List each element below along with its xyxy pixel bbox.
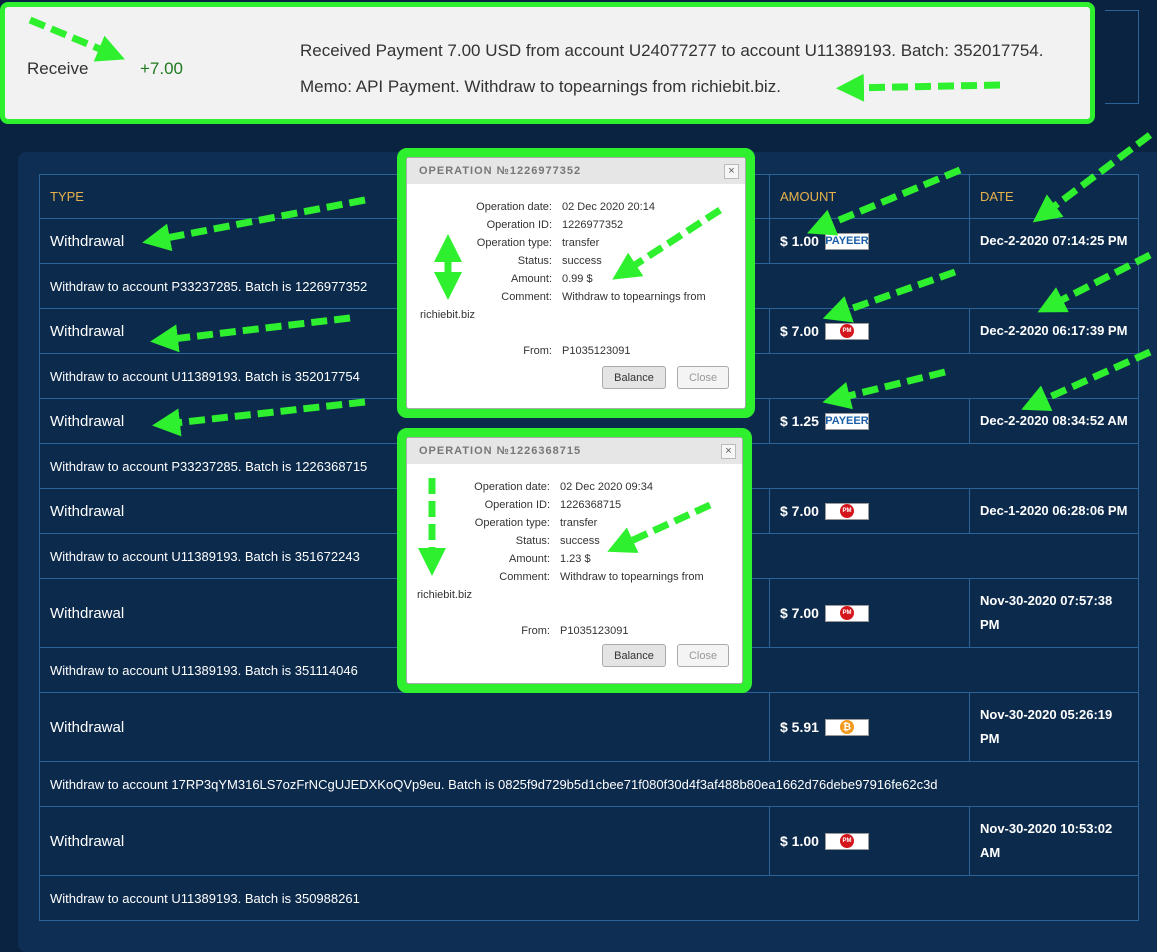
payment-logo: PAYEER [824, 412, 869, 430]
row-detail: Withdraw to account U11389193. Batch is … [39, 875, 1139, 921]
field-label: Amount: [509, 553, 550, 565]
field-label: Status: [517, 255, 552, 267]
payment-method: ₿ [839, 720, 854, 734]
field-value: 02 Dec 2020 09:34 [560, 481, 653, 493]
field-label: From: [523, 345, 552, 357]
row-detail: Withdraw to account 17RP3qYM316LS7ozFrNC… [39, 761, 1139, 807]
field-label: Operation type: [476, 237, 552, 249]
amount-text: $ 1.00 [780, 233, 819, 249]
field-value: P1035123091 [562, 345, 631, 357]
date-text: Nov-30-2020 07:57:38 PM [980, 593, 1113, 632]
field-value: P1035123091 [560, 625, 629, 637]
field-label: Operation date: [474, 481, 550, 493]
field-label: Operation ID: [484, 499, 550, 511]
arrow-group [28, 16, 1153, 576]
amount-text: $ 7.00 [780, 605, 819, 621]
dialog-title: OPERATION №1226368715 [407, 438, 742, 464]
dialog-title: OPERATION №1226977352 [407, 158, 745, 184]
field-value: success [562, 255, 602, 267]
payment-logo: PAYEER [824, 232, 869, 250]
popup-highlight: OPERATION №1226368715 × Operation date: 02 … [397, 428, 752, 693]
receipt-box: Receive +7.00 Received Payment 7.00 USD … [0, 2, 1095, 124]
dialog-button[interactable]: Close [677, 644, 729, 667]
close-x[interactable]: × [721, 444, 736, 459]
field-label: Status: [515, 535, 550, 547]
field-label: Operation date: [476, 201, 552, 213]
field-value: Withdraw to topearnings from [560, 571, 704, 583]
field-label: From: [521, 625, 550, 637]
dialog-button[interactable]: Balance [602, 644, 666, 667]
dialog-button[interactable]: Balance [602, 366, 666, 389]
dialog-button[interactable]: Close [677, 366, 729, 389]
amount-text: $ 5.91 [780, 719, 819, 735]
operation-dialog: OPERATION №1226368715 × Operation date: 02 … [406, 437, 743, 684]
field-value: 1226977352 [562, 219, 624, 231]
row-date: Dec-1-2020 06:28:06 PM [969, 488, 1139, 534]
field-label: Comment: [501, 291, 552, 303]
payment-logo: PM [824, 604, 869, 622]
row-date: Dec-2-2020 06:17:39 PM [969, 308, 1139, 354]
row-date: Dec-2-2020 07:14:25 PM [969, 218, 1139, 264]
comment-continuation: richiebit.biz [420, 309, 476, 321]
row-amount: $ 1.00 PAYEER [769, 218, 970, 264]
date-text: Dec-2-2020 08:34:52 AM [980, 413, 1128, 428]
receipt-amount: +7.00 [140, 59, 184, 78]
amount-text: $ 1.00 [780, 833, 819, 849]
row-amount: $ 7.00 PM [769, 308, 970, 354]
receipt-message: Received Payment 7.00 USD from account U… [300, 41, 1044, 60]
payment-method: PM [839, 324, 854, 338]
arrows [28, 16, 1153, 576]
amount-text: $ 7.00 [780, 503, 819, 519]
payment-method: PM [839, 606, 854, 620]
row-amount: $ 1.00 PM [769, 806, 970, 876]
field-value: 1226368715 [560, 499, 622, 511]
frame [1105, 10, 1139, 104]
field-value: 02 Dec 2020 20:14 [562, 201, 655, 213]
date-text: Dec-2-2020 06:17:39 PM [980, 323, 1128, 338]
field-label: Comment: [499, 571, 550, 583]
payment-method: PM [839, 834, 854, 848]
payment-method: PM [839, 504, 854, 518]
field-value: transfer [562, 237, 600, 249]
comment-continuation: richiebit.biz [417, 589, 473, 601]
row-date: Nov-30-2020 05:26:19 PM [969, 692, 1139, 762]
payment-logo: PM [824, 502, 869, 520]
field-value: 1.23 $ [560, 553, 591, 565]
payment-logo: PM [824, 832, 869, 850]
operation-dialog: OPERATION №1226977352 × Operation date: 02 … [406, 157, 746, 409]
payment-logo: ₿ [824, 718, 869, 736]
date-text: Nov-30-2020 10:53:02 AM [980, 821, 1113, 860]
date-text: Nov-30-2020 05:26:19 PM [980, 707, 1113, 746]
payment-logo: PM [824, 322, 869, 340]
field-label: Amount: [511, 273, 552, 285]
field-value: Withdraw to topearnings from [562, 291, 706, 303]
row-date: Nov-30-2020 10:53:02 AM [969, 806, 1139, 876]
field-value: transfer [560, 517, 598, 529]
row-amount: $ 5.91 ₿ [769, 692, 970, 762]
field-label: Operation ID: [486, 219, 552, 231]
field-value: 0.99 $ [562, 273, 593, 285]
payment-method: PAYEER [825, 235, 869, 247]
date-text: Dec-2-2020 07:14:25 PM [980, 233, 1128, 248]
amount-text: $ 1.25 [780, 413, 819, 429]
receipt-memo: Memo: API Payment. Withdraw to topearnin… [300, 77, 781, 96]
receipt-type: Receive [27, 59, 89, 78]
field-label: Operation type: [474, 517, 550, 529]
amount-text: $ 7.00 [780, 323, 819, 339]
date-text: Dec-1-2020 06:28:06 PM [980, 503, 1128, 518]
field-value: success [560, 535, 600, 547]
payment-method: PAYEER [825, 415, 869, 427]
row-date: Dec-2-2020 08:34:52 AM [969, 398, 1139, 444]
close-x[interactable]: × [724, 164, 739, 179]
